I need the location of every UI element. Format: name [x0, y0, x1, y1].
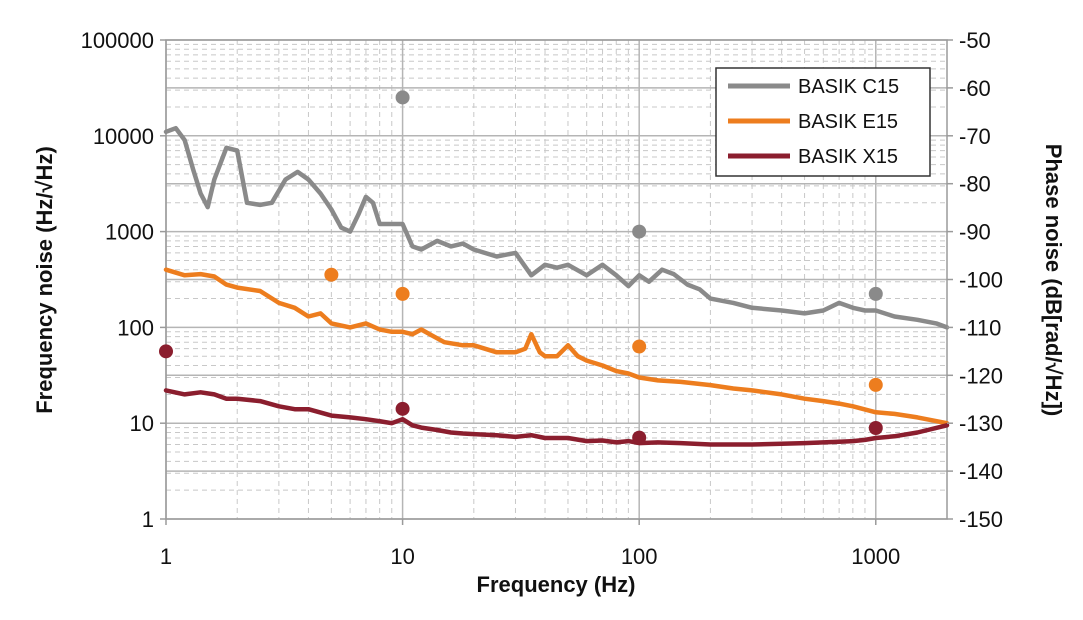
phase-point-basik-c15 [395, 90, 410, 105]
phase-point-basik-x15 [632, 430, 647, 445]
left-tick-label: 1000 [105, 220, 154, 245]
legend: BASIK C15 BASIK E15 BASIK X15 [715, 67, 931, 177]
left-tick-label: 10 [130, 411, 154, 436]
right-tick-label: -120 [959, 363, 1003, 388]
left-tick-label: 100 [117, 315, 154, 340]
legend-label: BASIK X15 [798, 146, 898, 168]
left-axis-title: Frequency noise (Hz/√Hz) [32, 146, 57, 414]
phase-point-basik-x15 [395, 401, 410, 416]
right-tick-label: -110 [959, 315, 1001, 340]
right-axis-ticks: -50 -60 -70 -80 -90 -100 -110 -120 -130 -140 -150 [947, 28, 1003, 532]
x-tick-label: 10 [390, 544, 414, 569]
right-axis-title: Phase noise (dB[rad/√Hz]) [1041, 144, 1066, 416]
phase-point-basik-e15 [395, 286, 410, 301]
left-tick-label: 10000 [93, 124, 154, 149]
right-tick-label: -90 [959, 220, 991, 245]
phase-point-basik-x15 [868, 420, 883, 435]
x-axis-ticks: 1 10 100 1000 [160, 519, 900, 569]
phase-point-basik-c15 [868, 286, 883, 301]
series-line-basik-c15 [163, 125, 950, 330]
series-line-basik-e15 [163, 267, 950, 426]
right-tick-label: -140 [959, 459, 1003, 484]
x-tick-label: 100 [621, 544, 658, 569]
right-tick-label: -70 [959, 124, 991, 149]
legend-label: BASIK C15 [798, 76, 899, 98]
right-tick-label: -100 [959, 268, 1003, 293]
right-tick-label: -60 [959, 76, 991, 101]
legend-label: BASIK E15 [798, 111, 898, 133]
x-tick-label: 1000 [851, 544, 900, 569]
phase-point-basik-e15 [868, 377, 883, 392]
x-axis-title: Frequency (Hz) [477, 572, 636, 597]
phase-point-basik-c15 [632, 224, 647, 239]
phase-points [159, 90, 883, 445]
series-lines [163, 125, 950, 447]
left-tick-label: 100000 [81, 28, 154, 53]
phase-point-basik-e15 [324, 267, 339, 282]
right-tick-label: -80 [959, 172, 991, 197]
x-tick-label: 1 [160, 544, 172, 569]
left-tick-label: 1 [142, 507, 154, 532]
series-line-basik-x15 [163, 388, 950, 447]
right-tick-label: -150 [959, 507, 1003, 532]
left-axis-ticks: 100000 10000 1000 100 10 1 [81, 28, 166, 532]
phase-point-basik-x15 [159, 344, 173, 359]
phase-point-basik-e15 [632, 339, 647, 354]
right-tick-label: -50 [959, 28, 991, 53]
right-tick-label: -130 [959, 411, 1003, 436]
